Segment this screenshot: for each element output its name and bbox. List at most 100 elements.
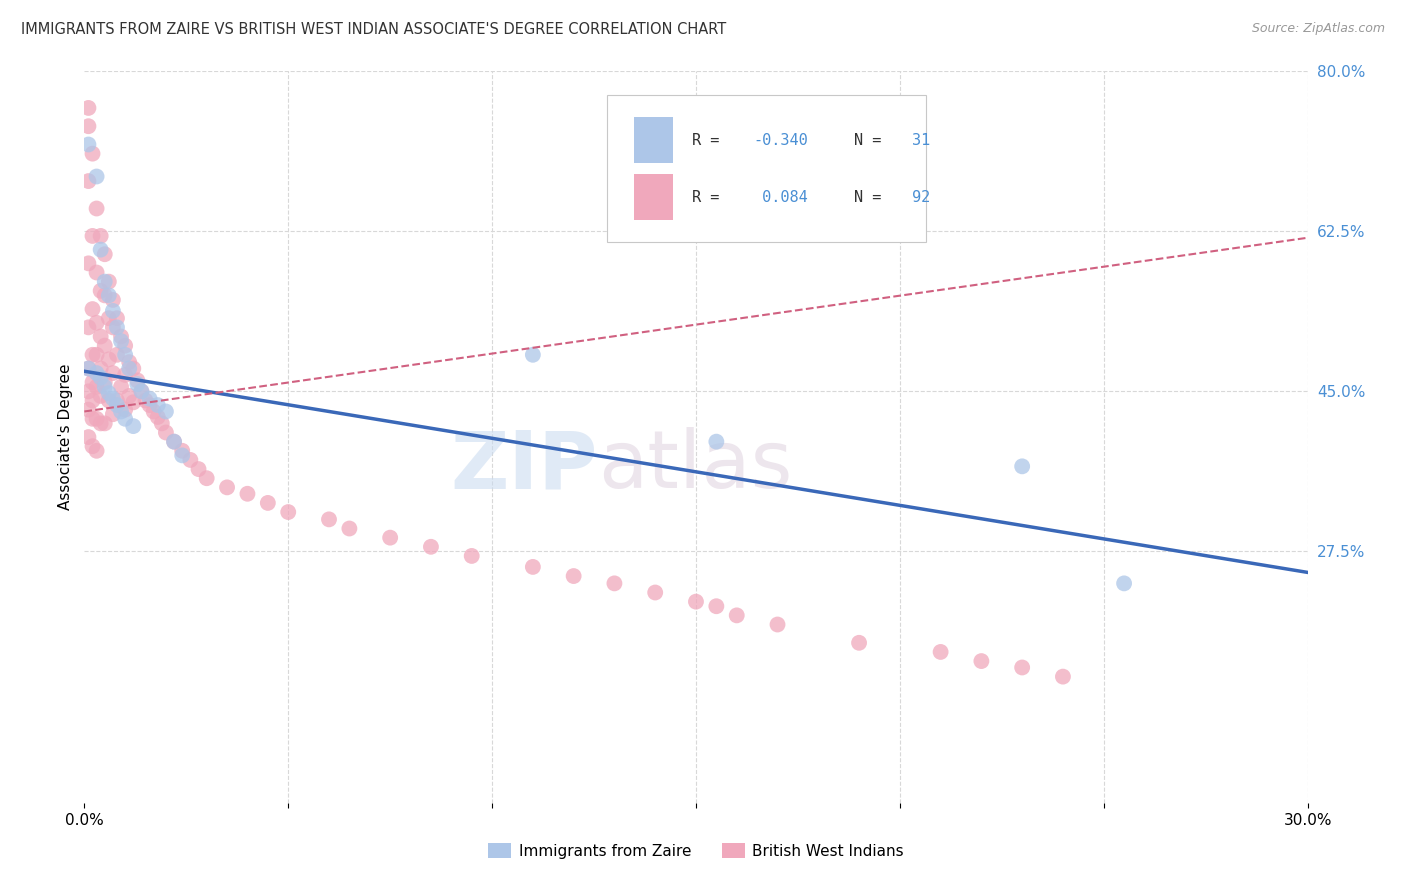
Point	[90, 389, 112, 403]
Point	[603, 576, 626, 591]
Point	[97, 275, 120, 289]
Point	[277, 505, 299, 519]
Point	[114, 338, 136, 352]
Point	[90, 284, 112, 298]
Point	[86, 380, 108, 394]
Point	[420, 540, 443, 554]
Point	[131, 384, 153, 399]
Point	[90, 243, 112, 257]
Point	[644, 585, 666, 599]
Point	[77, 430, 100, 444]
Point	[522, 348, 544, 362]
Point	[929, 645, 952, 659]
Text: 31: 31	[912, 133, 931, 147]
Point	[172, 443, 194, 458]
Point	[86, 443, 108, 458]
Point	[105, 393, 128, 408]
Point	[77, 137, 100, 152]
Point	[77, 361, 100, 376]
Point	[82, 412, 104, 426]
Point	[146, 398, 169, 412]
Point	[97, 288, 120, 302]
Point	[82, 146, 104, 161]
Text: R =: R =	[692, 190, 728, 204]
Point	[97, 386, 120, 401]
Point	[236, 487, 259, 501]
Point	[93, 417, 115, 431]
Point	[114, 368, 136, 382]
Point	[90, 417, 112, 431]
Point	[82, 301, 104, 317]
Point	[93, 338, 115, 352]
Point	[706, 599, 728, 614]
Point	[970, 654, 993, 668]
Point	[86, 202, 108, 216]
Point	[110, 329, 132, 343]
Point	[114, 402, 136, 417]
FancyBboxPatch shape	[606, 95, 927, 242]
Point	[1011, 459, 1033, 474]
Text: 0.084: 0.084	[754, 190, 808, 204]
Point	[105, 398, 128, 412]
Point	[179, 453, 201, 467]
Point	[82, 375, 104, 389]
Point	[110, 404, 132, 418]
Point	[380, 531, 402, 545]
Point	[848, 636, 870, 650]
Point	[127, 373, 149, 387]
Point	[122, 419, 145, 434]
Point	[105, 320, 128, 334]
Point	[101, 304, 124, 318]
Point	[77, 120, 100, 134]
Y-axis label: Associate's Degree: Associate's Degree	[58, 364, 73, 510]
Text: -0.340: -0.340	[754, 133, 808, 147]
Point	[101, 392, 124, 406]
Point	[163, 434, 186, 449]
Point	[562, 569, 585, 583]
Point	[90, 329, 112, 343]
Point	[118, 355, 141, 369]
Point	[90, 229, 112, 244]
Text: 92: 92	[912, 190, 931, 204]
Point	[172, 448, 194, 462]
Point	[187, 462, 209, 476]
Bar	[634, 175, 672, 219]
Point	[110, 334, 132, 348]
Point	[138, 398, 160, 412]
Point	[217, 480, 239, 494]
Point	[97, 393, 120, 408]
Point	[86, 266, 108, 280]
Text: N =: N =	[853, 133, 890, 147]
Bar	[634, 118, 672, 163]
Text: ZIP: ZIP	[451, 427, 598, 506]
Point	[146, 409, 169, 424]
Point	[114, 412, 136, 426]
Point	[93, 275, 115, 289]
Point	[101, 366, 124, 380]
Point	[114, 348, 136, 362]
Point	[86, 348, 108, 362]
Point	[1114, 576, 1136, 591]
Point	[77, 402, 100, 417]
Point	[1011, 660, 1033, 674]
Point	[339, 521, 361, 535]
Point	[110, 380, 132, 394]
Point	[90, 370, 112, 384]
Point	[318, 512, 340, 526]
Point	[82, 229, 104, 244]
Point	[86, 412, 108, 426]
Point	[461, 549, 484, 563]
Point	[725, 608, 748, 623]
Point	[77, 256, 100, 270]
Point	[122, 395, 145, 409]
Point	[101, 407, 124, 421]
Point	[101, 320, 124, 334]
Point	[97, 352, 120, 367]
Point	[118, 361, 141, 376]
Point	[86, 169, 108, 184]
Point	[77, 320, 100, 334]
Point	[93, 247, 115, 261]
Text: IMMIGRANTS FROM ZAIRE VS BRITISH WEST INDIAN ASSOCIATE'S DEGREE CORRELATION CHAR: IMMIGRANTS FROM ZAIRE VS BRITISH WEST IN…	[21, 22, 727, 37]
Point	[86, 366, 108, 380]
Point	[135, 393, 157, 408]
